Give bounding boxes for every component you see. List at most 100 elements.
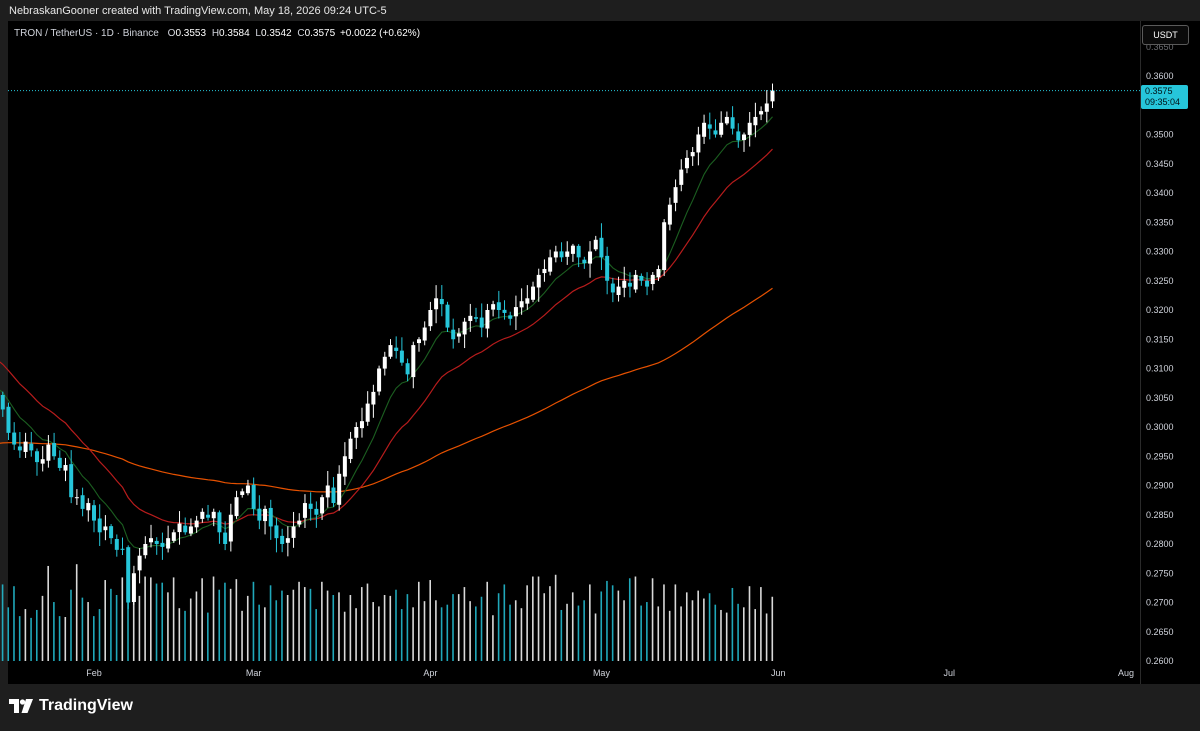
candle-body: [354, 427, 359, 438]
volume-bar: [13, 586, 15, 661]
volume-bar: [429, 580, 431, 661]
candle-body: [610, 283, 615, 293]
candle-body: [513, 307, 518, 317]
candle-body: [439, 298, 444, 305]
candle-body: [365, 403, 370, 422]
last-price-value: 0.3575: [1145, 86, 1173, 96]
volume-bar: [229, 588, 232, 661]
y-tick-label: 0.3250: [1146, 276, 1174, 286]
volume-bar: [765, 613, 768, 661]
volume-bar: [332, 595, 335, 661]
volume-bar: [731, 587, 734, 661]
volume-bar: [201, 578, 203, 661]
volume-bar: [383, 595, 386, 661]
low-value: 0.3542: [260, 28, 292, 39]
candle-body: [690, 152, 695, 157]
candle-body: [684, 157, 689, 169]
open-value: 0.3553: [175, 28, 207, 39]
volume-bar: [24, 609, 27, 661]
volume-bar: [566, 603, 568, 661]
candle-body: [137, 555, 142, 571]
volume-bar: [549, 586, 551, 661]
close-label: C: [297, 28, 305, 39]
y-tick-label: 0.3200: [1146, 305, 1174, 315]
candle-body: [508, 315, 513, 319]
symbol-label[interactable]: TRON / TetherUS · 1D · Binance: [14, 28, 159, 39]
candle-body: [582, 259, 587, 264]
candle-body: [240, 491, 245, 495]
volume-bar: [691, 600, 694, 661]
volume-bar: [697, 590, 699, 661]
volume-bar: [623, 600, 625, 661]
volume-bar: [685, 592, 688, 661]
volume-bar: [452, 594, 454, 661]
volume-bar: [47, 565, 49, 661]
candle-body: [69, 464, 74, 498]
candle-body: [223, 532, 228, 544]
candle-body: [645, 280, 650, 287]
currency-button[interactable]: USDT: [1142, 25, 1189, 45]
candle-body: [377, 368, 382, 392]
x-tick-label: Feb: [86, 668, 102, 678]
volume-bar: [720, 609, 722, 661]
volume-bar: [75, 564, 78, 661]
candle-body: [673, 187, 678, 203]
volume-bar: [634, 576, 637, 661]
volume-bar: [286, 595, 289, 661]
volume-bar: [1, 584, 4, 661]
candle-body: [650, 274, 655, 285]
brand[interactable]: TradingView: [9, 697, 133, 715]
volume-bar: [583, 600, 585, 661]
volume-bar: [7, 607, 10, 661]
candle-body: [29, 443, 34, 451]
candle-body: [80, 495, 85, 509]
candle-body: [320, 497, 325, 514]
y-tick-label: 0.3150: [1146, 334, 1174, 344]
volume-bar: [172, 577, 175, 661]
candle-body: [217, 512, 222, 533]
volume-bar: [338, 592, 340, 661]
volume-bar: [577, 605, 580, 661]
candle-body: [428, 310, 433, 327]
candle-body: [251, 484, 256, 509]
volume-bar: [497, 593, 500, 661]
y-tick-label: 0.3100: [1146, 364, 1174, 374]
candle-body: [325, 485, 330, 498]
candle-body: [17, 446, 22, 451]
volume-bar: [355, 608, 357, 661]
candle-body: [0, 395, 5, 410]
candle-body: [97, 518, 102, 533]
y-tick-label: 0.3450: [1146, 159, 1174, 169]
candle-body: [462, 321, 467, 335]
candle-body: [6, 406, 11, 433]
candle-body: [707, 124, 712, 129]
candle-body: [342, 456, 347, 477]
volume-bar: [742, 607, 745, 661]
candle-body: [747, 122, 752, 135]
candle-body: [245, 485, 250, 494]
candle-body: [588, 251, 593, 264]
candle-body: [559, 251, 564, 258]
candle-body: [753, 116, 758, 126]
y-tick-label: 0.3350: [1146, 217, 1174, 227]
volume-bar: [241, 610, 243, 661]
ema-long-line: [0, 287, 773, 493]
candle-body: [548, 257, 553, 272]
candle-body: [120, 548, 125, 550]
volume-bar: [264, 607, 266, 661]
price-axis[interactable]: [1140, 21, 1200, 684]
volume-bar: [463, 587, 466, 661]
close-value: 0.3575: [304, 28, 336, 39]
volume-bar: [503, 584, 506, 661]
chart-area[interactable]: [8, 21, 1140, 684]
volume-bar: [771, 596, 774, 661]
candle-body: [411, 345, 416, 378]
candle-body: [206, 514, 211, 518]
candle-body: [12, 432, 17, 445]
candle-body: [519, 301, 524, 308]
volume-bar: [315, 609, 317, 661]
volume-bar: [594, 613, 597, 661]
y-tick-label: 0.3650: [1146, 42, 1174, 52]
candle-body: [416, 339, 421, 344]
volume-bar: [41, 595, 44, 661]
